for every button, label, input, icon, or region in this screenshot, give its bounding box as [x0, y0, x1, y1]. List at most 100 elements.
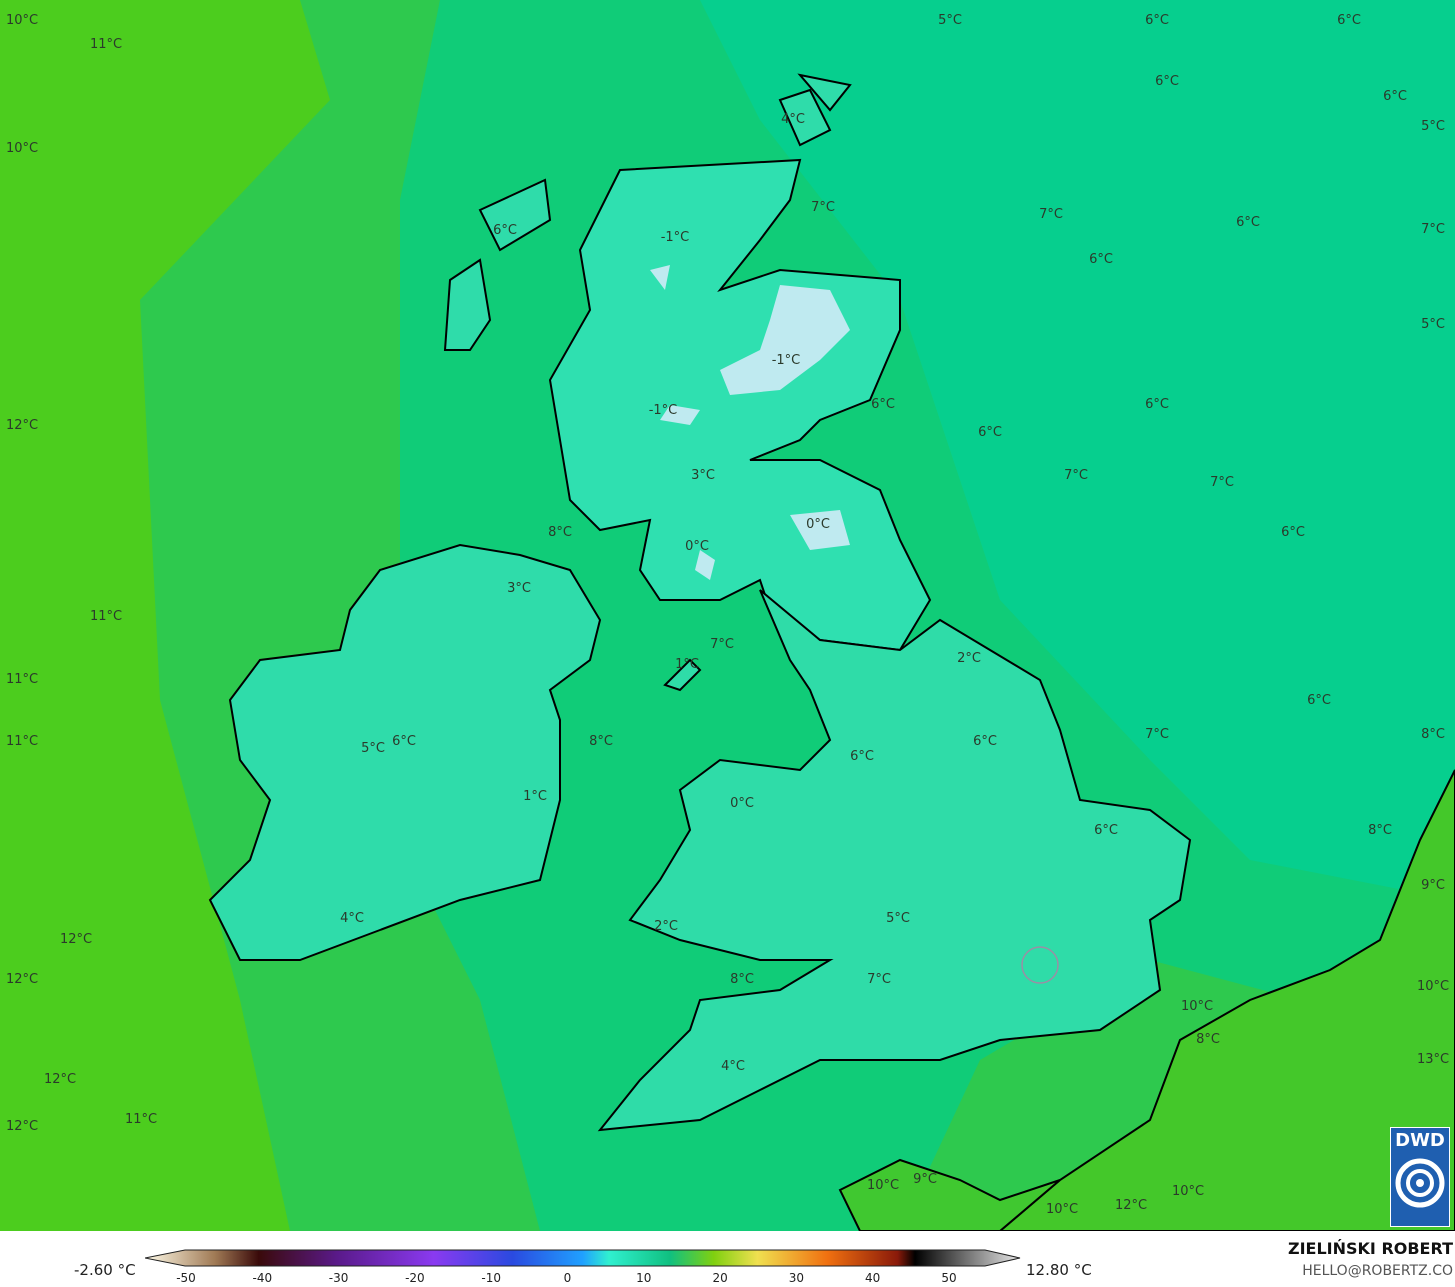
temperature-label: 8°C [589, 734, 613, 749]
temperature-label: 6°C [1145, 13, 1169, 28]
isle-of-man [663, 658, 702, 692]
temperature-label: 9°C [913, 1172, 937, 1187]
temperature-label: 8°C [1421, 727, 1445, 742]
color-bar-tick: 10 [636, 1271, 652, 1285]
color-bar-tick: -50 [176, 1271, 196, 1285]
temperature-label: 7°C [1421, 222, 1445, 237]
temperature-label: 11°C [90, 37, 122, 52]
color-bar-tick: -20 [405, 1271, 425, 1285]
france-land [838, 1158, 1061, 1231]
temperature-label: 0°C [730, 796, 754, 811]
temperature-label: 6°C [871, 397, 895, 412]
temperature-labels: 10°C 11°C 5°C 6°C 6°C 6°C 6°C 4°C 5°C 10°C 7°C 7°C 6… [6, 13, 1449, 1217]
temperature-label: 6°C [1089, 252, 1113, 267]
temperature-label: 7°C [710, 637, 734, 652]
color-bar [145, 1249, 1021, 1267]
temperature-label: 3°C [507, 581, 531, 596]
temperature-label: 6°C [1383, 89, 1407, 104]
temperature-label: 6°C [1145, 397, 1169, 412]
temperature-label: 8°C [1196, 1032, 1220, 1047]
temperature-label: 12°C [60, 932, 92, 947]
temperature-label: 4°C [721, 1059, 745, 1074]
temperature-label: 12°C [44, 1072, 76, 1087]
temperature-label: 12°C [6, 1119, 38, 1134]
temperature-label: 6°C [1155, 74, 1179, 89]
temperature-label: 5°C [1421, 317, 1445, 332]
temperature-label: 11°C [6, 672, 38, 687]
temperature-label: 8°C [730, 972, 754, 987]
temperature-label: 12°C [6, 972, 38, 987]
temperature-label: 6°C [1094, 823, 1118, 838]
temperature-label: 6°C [978, 425, 1002, 440]
north-sea [700, 0, 1455, 900]
dwd-logo: DWD [1390, 1127, 1450, 1227]
cold-highlands [650, 265, 850, 580]
temperature-label: 8°C [548, 525, 572, 540]
temperature-label: 6°C [973, 734, 997, 749]
temperature-label: 10°C [6, 141, 38, 156]
temperature-label: 6°C [850, 749, 874, 764]
temperature-label: 4°C [340, 911, 364, 926]
swirl-icon [1395, 1158, 1445, 1208]
england-land [597, 589, 1192, 1132]
temperature-label: 6°C [1307, 693, 1331, 708]
temperature-label: -1°C [661, 230, 690, 245]
color-bar-tick: 40 [865, 1271, 881, 1285]
color-bar-tick: 30 [788, 1271, 805, 1285]
author-credit: ZIELIŃSKI ROBERT [1287, 1239, 1453, 1258]
dwd-logo-text: DWD [1395, 1130, 1445, 1151]
color-bar-tick: -30 [328, 1271, 349, 1285]
temperature-label: 1°C [523, 789, 547, 804]
temperature-label: 7°C [811, 200, 835, 215]
legend-max-value: 12.80 °C [1026, 1261, 1092, 1279]
temperature-label: 11°C [6, 734, 38, 749]
temperature-label: 9°C [1421, 878, 1445, 893]
temperature-label: 10°C [6, 13, 38, 28]
temperature-label: 3°C [691, 468, 715, 483]
london-area [1021, 946, 1059, 984]
temperature-label: 10°C [1046, 1202, 1078, 1217]
temperature-label: -1°C [772, 353, 801, 368]
temperature-label: 8°C [1368, 823, 1392, 838]
color-bar-tick: 20 [712, 1271, 728, 1285]
temperature-label: 11°C [125, 1112, 157, 1127]
hebrides [443, 178, 552, 351]
temperature-label: 7°C [867, 972, 891, 987]
color-bar-tick: 0 [563, 1271, 572, 1285]
color-bar-tick: 50 [941, 1271, 957, 1285]
orkney-shetland [778, 73, 852, 147]
legend-min-value: -2.60 °C [74, 1261, 136, 1279]
temperature-label: 12°C [6, 418, 38, 433]
temperature-label: 7°C [1039, 207, 1063, 222]
temperature-label: 1°C [675, 657, 699, 672]
temperature-label: 6°C [493, 223, 517, 238]
color-bar-tick: -10 [481, 1271, 501, 1285]
color-scale-legend: -2.60 °C -50 -40 -30 -20 -10 0 10 20 30 40 50 12.8… [0, 1231, 1455, 1287]
temperature-label: 12°C [1115, 1198, 1147, 1213]
temperature-label: 4°C [781, 112, 805, 127]
author-email[interactable]: HELLO@ROBERTZ.CO [1302, 1263, 1453, 1279]
temperature-label: 6°C [1281, 525, 1305, 540]
temperature-label: 10°C [1172, 1184, 1204, 1199]
temperature-label: 6°C [392, 734, 416, 749]
temperature-label: 10°C [1181, 999, 1213, 1014]
temperature-label: 7°C [1064, 468, 1088, 483]
temperature-label: 5°C [361, 741, 385, 756]
temperature-label: 0°C [685, 539, 709, 554]
temperature-label: 6°C [1337, 13, 1361, 28]
color-bar-ticks: -50 -40 -30 -20 -10 0 10 20 30 40 50 [0, 1271, 1455, 1287]
temperature-label: 10°C [1417, 979, 1449, 994]
temperature-label: 11°C [90, 609, 122, 624]
temperature-label: 5°C [1421, 119, 1445, 134]
ireland-land [208, 543, 602, 961]
color-bar-tick: -40 [252, 1271, 273, 1285]
temperature-label: 2°C [957, 651, 981, 666]
temperature-label: 5°C [938, 13, 962, 28]
temperature-label: 7°C [1145, 727, 1169, 742]
temperature-label: 10°C [867, 1178, 899, 1193]
continent-land [998, 769, 1455, 1231]
temperature-label: 13°C [1417, 1052, 1449, 1067]
temperature-label: 6°C [1236, 215, 1260, 230]
temperature-label: 0°C [806, 517, 830, 532]
temperature-label: 7°C [1210, 475, 1234, 490]
